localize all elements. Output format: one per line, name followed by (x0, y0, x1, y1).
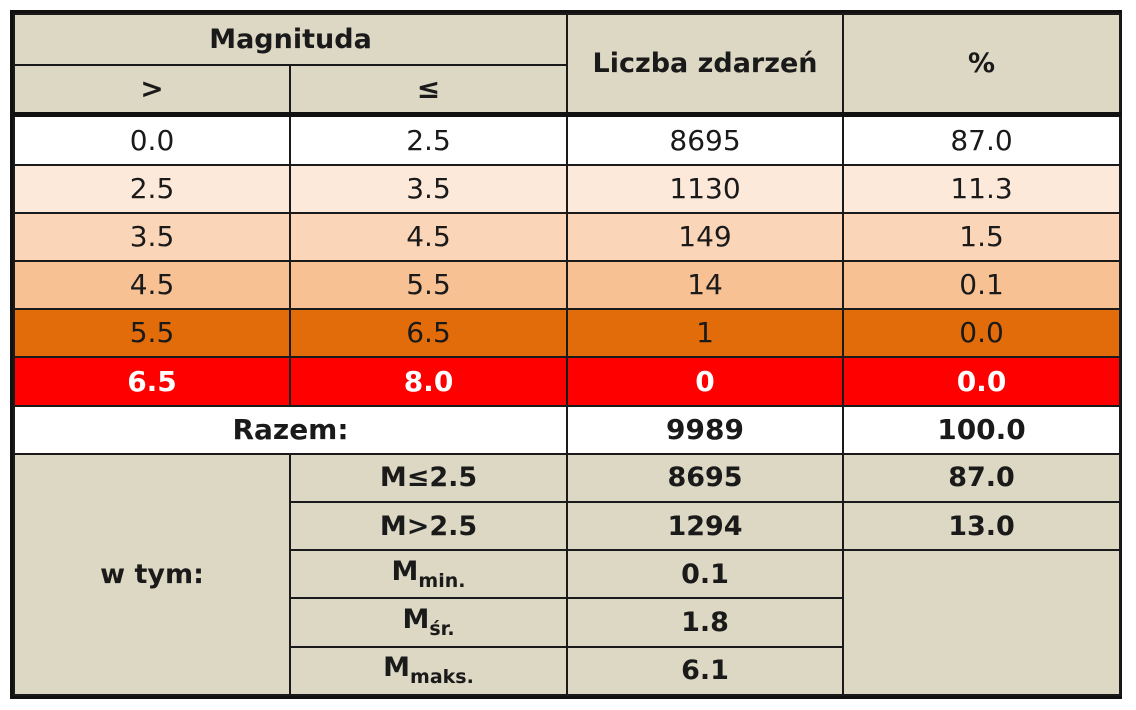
breakdown-gt-label: M>2.5 (288, 501, 569, 552)
breakdown-min-value: 0.1 (566, 549, 845, 600)
cell-count: 14 (566, 260, 845, 311)
cell-to: 4.5 (288, 211, 569, 263)
cell-percent: 0.0 (842, 308, 1122, 359)
breakdown-row-gt: M>2.5 1294 13.0 (14, 501, 1122, 552)
magnitude-table: Magnituda Liczba zdarzeń % > ≤ 0.0 2.5 8… (12, 12, 1122, 697)
cell-percent: 11.3 (842, 163, 1122, 214)
header-count: Liczba zdarzeń (566, 13, 845, 118)
total-row: Razem: 9989 100.0 (12, 404, 1122, 455)
breakdown-row-avg: Mśr. 1.8 (14, 597, 1120, 648)
cell-from: 0.0 (13, 113, 291, 166)
breakdown-avg-label: Mśr. (288, 597, 569, 648)
avg-base: M (402, 604, 430, 636)
data-row: 0.0 2.5 8695 87.0 (13, 113, 1122, 166)
cell-from: 4.5 (13, 260, 291, 311)
cell-percent: 0.0 (842, 356, 1122, 407)
cell-percent: 1.5 (842, 211, 1122, 263)
breakdown-avg-value: 1.8 (566, 597, 845, 648)
min-subscript: min. (418, 569, 466, 592)
avg-subscript: śr. (429, 618, 455, 641)
breakdown-max-value: 6.1 (566, 645, 845, 697)
magnitude-table-frame: Magnituda Liczba zdarzeń % > ≤ 0.0 2.5 8… (10, 10, 1122, 699)
breakdown-empty-cell (842, 549, 1122, 696)
cell-count: 8695 (566, 113, 845, 166)
data-row: 6.5 8.0 0 0.0 (13, 356, 1122, 407)
header-magnitude: Magnituda (12, 12, 569, 67)
header-less-equal: ≤ (288, 64, 569, 118)
data-row: 4.5 5.5 14 0.1 (13, 260, 1122, 311)
cell-to: 8.0 (288, 356, 569, 407)
total-count: 9989 (566, 404, 845, 455)
breakdown-gt-count: 1294 (566, 501, 845, 552)
cell-from: 6.5 (13, 356, 291, 407)
breakdown-le-label: M≤2.5 (288, 452, 569, 504)
header-row-1: Magnituda Liczba zdarzeń % (12, 12, 1122, 118)
breakdown-row-max: Mmaks. 6.1 (14, 645, 1120, 697)
cell-count: 0 (566, 356, 845, 407)
header-percent: % (842, 13, 1122, 118)
data-row: 3.5 4.5 149 1.5 (13, 211, 1122, 263)
cell-percent: 87.0 (842, 113, 1122, 166)
breakdown-le-count: 8695 (566, 452, 845, 504)
min-base: M (391, 555, 419, 587)
cell-from: 5.5 (13, 308, 291, 359)
breakdown-gt-percent: 13.0 (842, 501, 1122, 552)
breakdown-min-label: Mmin. (288, 549, 569, 600)
max-subscript: maks. (410, 666, 474, 689)
cell-to: 5.5 (288, 260, 569, 311)
cell-percent: 0.1 (842, 260, 1122, 311)
data-row: 2.5 3.5 1130 11.3 (13, 163, 1122, 214)
breakdown-le-percent: 87.0 (842, 452, 1122, 504)
cell-from: 2.5 (13, 163, 291, 214)
cell-to: 3.5 (288, 163, 569, 214)
total-percent: 100.0 (842, 404, 1122, 455)
cell-to: 6.5 (288, 308, 569, 359)
breakdown-label: w tym: (13, 452, 291, 697)
breakdown-max-label: Mmaks. (288, 645, 569, 697)
breakdown-row-le: w tym: M≤2.5 8695 87.0 (13, 452, 1122, 697)
total-label: Razem: (12, 404, 569, 455)
cell-count: 1 (566, 308, 845, 359)
header-greater-than: > (13, 64, 291, 118)
data-row: 5.5 6.5 1 0.0 (13, 308, 1122, 359)
cell-count: 149 (566, 211, 845, 263)
cell-to: 2.5 (288, 113, 569, 166)
breakdown-row-min: Mmin. 0.1 (14, 549, 1122, 696)
header-row-2: > ≤ (13, 64, 1120, 118)
cell-count: 1130 (566, 163, 845, 214)
max-base: M (383, 652, 411, 684)
cell-from: 3.5 (13, 211, 291, 263)
